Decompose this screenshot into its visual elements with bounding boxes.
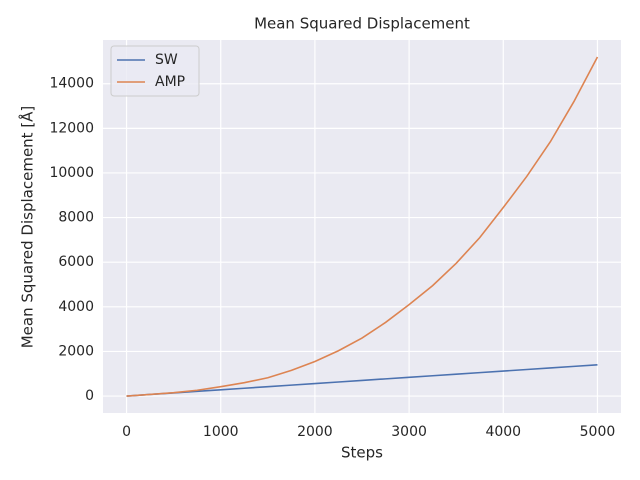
- y-tick-label: 14000: [49, 76, 94, 92]
- y-tick-label: 2000: [58, 343, 94, 359]
- x-tick-label: 2000: [297, 424, 333, 440]
- line-series: [126, 56, 599, 397]
- y-axis-label: Mean Squared Displacement [Å]: [18, 106, 37, 349]
- x-axis-label: Steps: [341, 444, 383, 462]
- legend-label: AMP: [155, 74, 185, 90]
- legend-label: SW: [155, 52, 178, 68]
- y-tick-label: 6000: [58, 254, 94, 270]
- y-tick-label: 10000: [49, 165, 94, 181]
- y-tick-label: 0: [85, 388, 94, 404]
- y-tick-label: 8000: [58, 210, 94, 226]
- legend-box: [110, 45, 200, 97]
- x-tick-label: 4000: [485, 424, 521, 440]
- chart-title: Mean Squared Displacement: [254, 15, 470, 33]
- x-tick-label: 0: [122, 424, 131, 440]
- x-tick-label: 1000: [203, 424, 239, 440]
- x-tick-label: 5000: [580, 424, 616, 440]
- y-tick-label: 12000: [49, 120, 94, 136]
- y-tick-label: 4000: [58, 299, 94, 315]
- line-series: [126, 364, 598, 397]
- x-tick-label: 3000: [391, 424, 427, 440]
